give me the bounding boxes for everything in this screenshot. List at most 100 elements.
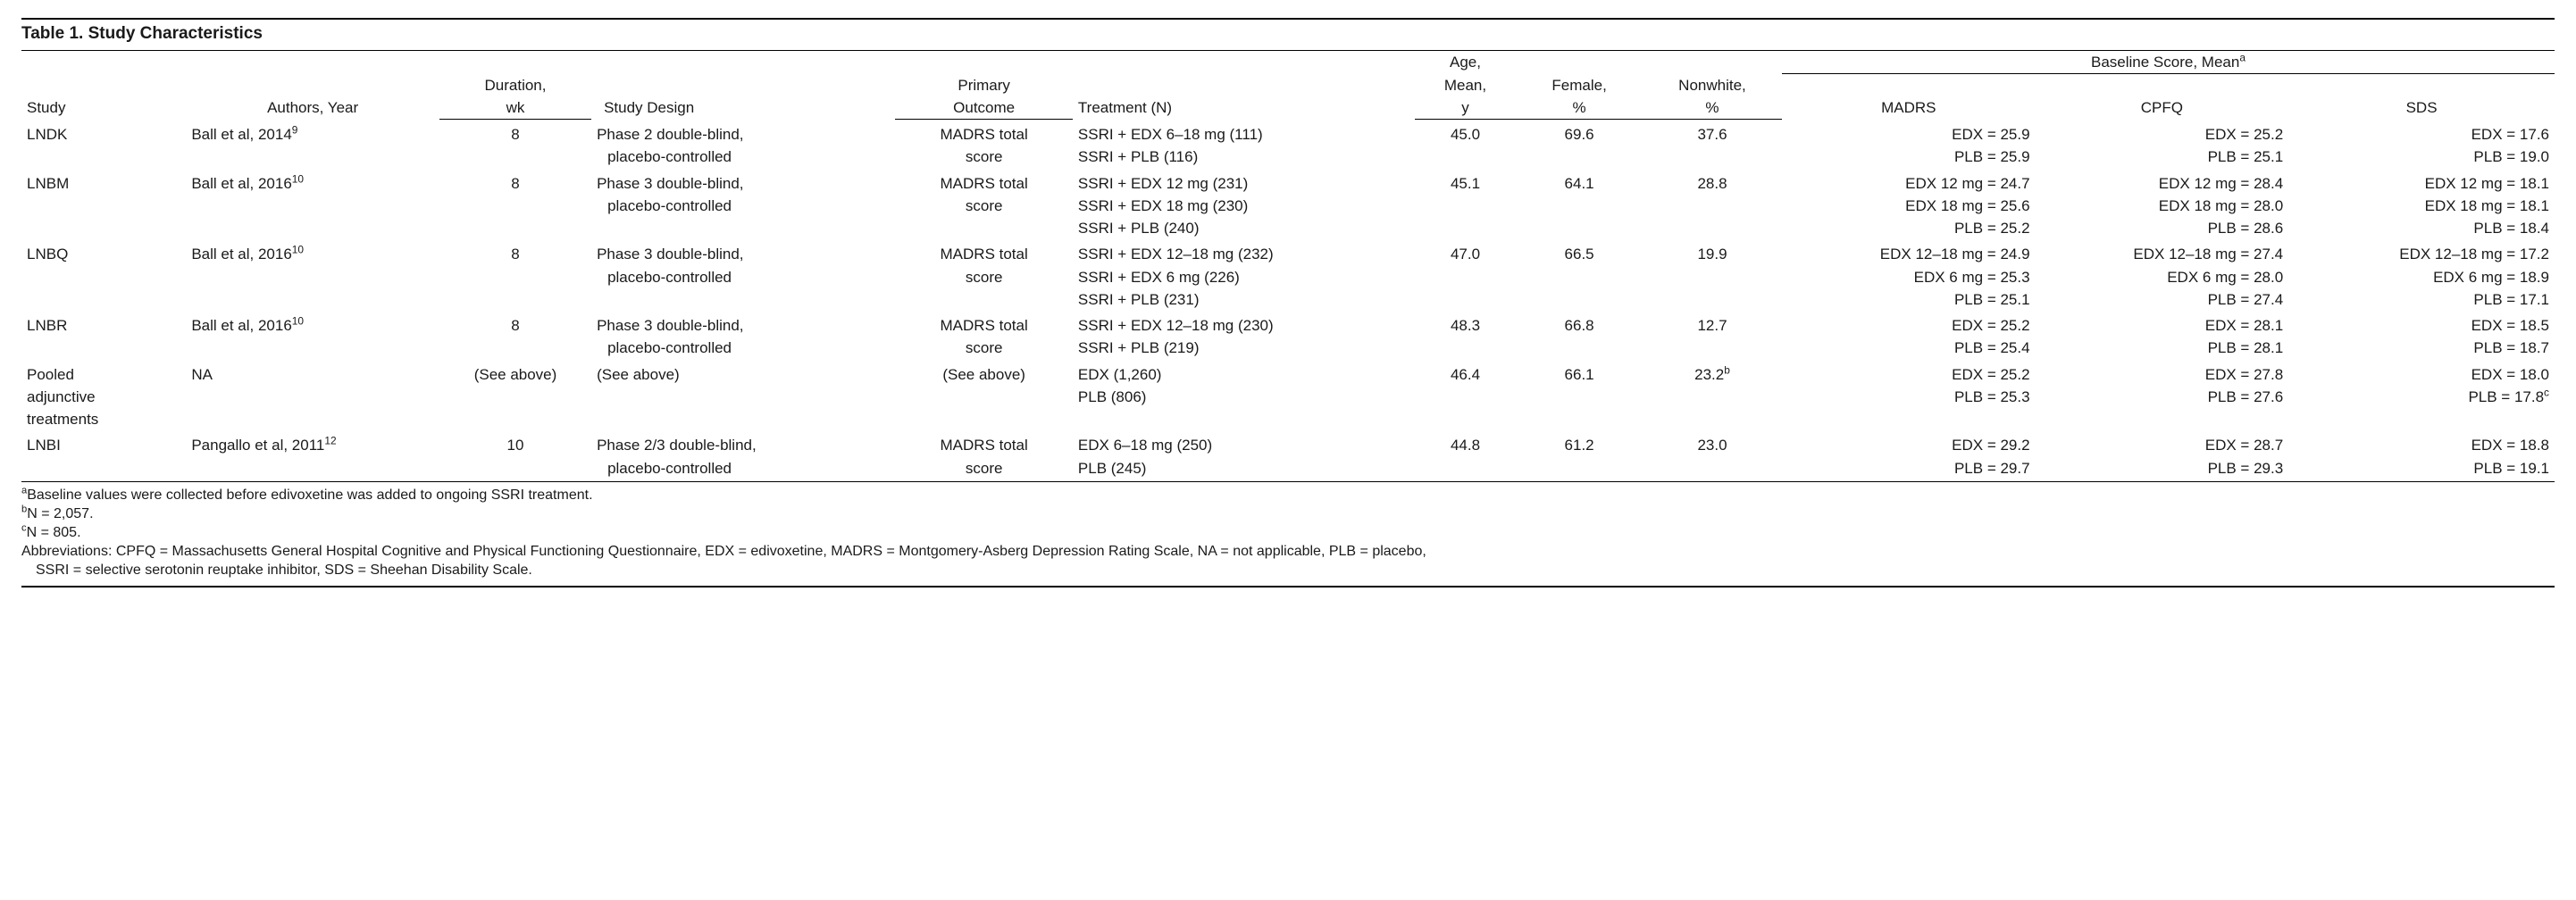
table-row: LNBIPangallo et al, 20111210Phase 2/3 do… xyxy=(21,430,2555,456)
cell-sds: EDX = 17.6 xyxy=(2288,120,2555,146)
cell-madrs: EDX 18 mg = 25.6 xyxy=(1782,195,2036,217)
cell-design: placebo-controlled xyxy=(591,195,895,217)
col-sds: SDS xyxy=(2288,74,2555,120)
table-header: Study Authors, Year Duration, Study Desi… xyxy=(21,51,2555,120)
cell-study xyxy=(21,266,186,288)
cell-madrs: EDX 6 mg = 25.3 xyxy=(1782,266,2036,288)
cell-authors xyxy=(186,288,439,311)
cell-treatment: SSRI + PLB (219) xyxy=(1073,337,1415,359)
cell-duration xyxy=(439,195,591,217)
cell-design: (See above) xyxy=(591,360,895,386)
cell-study: LNBM xyxy=(21,169,186,195)
cell-outcome: score xyxy=(895,195,1073,217)
table-body: LNDKBall et al, 201498Phase 2 double-bli… xyxy=(21,120,2555,482)
cell-age: 46.4 xyxy=(1415,360,1516,386)
footnote-abbrev-1: Abbreviations: CPFQ = Massachusetts Gene… xyxy=(21,543,2555,561)
cell-outcome: score xyxy=(895,337,1073,359)
cell-study xyxy=(21,457,186,482)
cell-study: adjunctive xyxy=(21,386,186,408)
cell-authors xyxy=(186,217,439,239)
col-duration-top: Duration, xyxy=(439,51,591,96)
cell-authors: Ball et al, 201610 xyxy=(186,239,439,265)
cell-outcome: (See above) xyxy=(895,360,1073,386)
cell-age xyxy=(1415,195,1516,217)
cell-study: LNBI xyxy=(21,430,186,456)
table-row: SSRI + PLB (240)PLB = 25.2PLB = 28.6PLB … xyxy=(21,217,2555,239)
cell-cpfq: EDX = 28.7 xyxy=(2036,430,2289,456)
cell-madrs: PLB = 29.7 xyxy=(1782,457,2036,482)
study-characteristics-table: Study Authors, Year Duration, Study Desi… xyxy=(21,51,2555,482)
cell-female xyxy=(1516,217,1643,239)
cell-madrs: EDX = 25.2 xyxy=(1782,360,2036,386)
cell-duration xyxy=(439,337,591,359)
col-study: Study xyxy=(21,51,186,120)
cell-design: Phase 2/3 double-blind, xyxy=(591,430,895,456)
cell-design: Phase 3 double-blind, xyxy=(591,311,895,337)
col-madrs: MADRS xyxy=(1782,74,2036,120)
cell-treatment: SSRI + PLB (231) xyxy=(1073,288,1415,311)
cell-outcome: score xyxy=(895,457,1073,482)
table-row: treatments xyxy=(21,408,2555,430)
cell-design: placebo-controlled xyxy=(591,457,895,482)
cell-madrs: PLB = 25.2 xyxy=(1782,217,2036,239)
cell-study: LNBR xyxy=(21,311,186,337)
cell-nonwhite xyxy=(1643,408,1782,430)
cell-authors xyxy=(186,457,439,482)
cell-treatment: SSRI + EDX 18 mg (230) xyxy=(1073,195,1415,217)
cell-duration: (See above) xyxy=(439,360,591,386)
cell-treatment: EDX 6–18 mg (250) xyxy=(1073,430,1415,456)
cell-design xyxy=(591,288,895,311)
cell-female: 66.5 xyxy=(1516,239,1643,265)
cell-treatment: SSRI + EDX 6–18 mg (111) xyxy=(1073,120,1415,146)
cell-treatment xyxy=(1073,408,1415,430)
cell-madrs: PLB = 25.3 xyxy=(1782,386,2036,408)
cell-treatment: SSRI + EDX 6 mg (226) xyxy=(1073,266,1415,288)
cell-nonwhite: 19.9 xyxy=(1643,239,1782,265)
cell-treatment: SSRI + EDX 12–18 mg (232) xyxy=(1073,239,1415,265)
cell-outcome: score xyxy=(895,146,1073,168)
cell-madrs: EDX 12–18 mg = 24.9 xyxy=(1782,239,2036,265)
cell-sds: PLB = 18.4 xyxy=(2288,217,2555,239)
cell-nonwhite: 28.8 xyxy=(1643,169,1782,195)
table-row: SSRI + PLB (231)PLB = 25.1PLB = 27.4PLB … xyxy=(21,288,2555,311)
cell-sds: EDX = 18.0 xyxy=(2288,360,2555,386)
col-age-l3: y xyxy=(1415,96,1516,120)
cell-sds: EDX 6 mg = 18.9 xyxy=(2288,266,2555,288)
cell-female xyxy=(1516,146,1643,168)
cell-treatment: EDX (1,260) xyxy=(1073,360,1415,386)
col-age-l1: Age, xyxy=(1415,51,1516,74)
cell-age xyxy=(1415,288,1516,311)
cell-sds: PLB = 17.1 xyxy=(2288,288,2555,311)
cell-outcome xyxy=(895,217,1073,239)
cell-female: 69.6 xyxy=(1516,120,1643,146)
cell-female xyxy=(1516,266,1643,288)
cell-sds xyxy=(2288,408,2555,430)
cell-study xyxy=(21,195,186,217)
cell-sds: EDX 18 mg = 18.1 xyxy=(2288,195,2555,217)
cell-treatment: SSRI + PLB (116) xyxy=(1073,146,1415,168)
footnote-abbrev-2: SSRI = selective serotonin reuptake inhi… xyxy=(21,562,2555,579)
cell-nonwhite xyxy=(1643,288,1782,311)
cell-duration: 8 xyxy=(439,239,591,265)
cell-authors: Ball et al, 201610 xyxy=(186,311,439,337)
cell-outcome: MADRS total xyxy=(895,120,1073,146)
table-row: placebo-controlledscorePLB (245)PLB = 29… xyxy=(21,457,2555,482)
cell-duration xyxy=(439,386,591,408)
col-nonwhite-bot: % xyxy=(1643,96,1782,120)
cell-study: Pooled xyxy=(21,360,186,386)
cell-female: 64.1 xyxy=(1516,169,1643,195)
cell-female xyxy=(1516,408,1643,430)
cell-design: Phase 3 double-blind, xyxy=(591,169,895,195)
col-outcome-top: Primary xyxy=(895,51,1073,96)
cell-madrs: PLB = 25.9 xyxy=(1782,146,2036,168)
cell-authors xyxy=(186,408,439,430)
table-row: LNBQBall et al, 2016108Phase 3 double-bl… xyxy=(21,239,2555,265)
col-female-top: Female, xyxy=(1516,51,1643,96)
cell-age: 47.0 xyxy=(1415,239,1516,265)
cell-cpfq: EDX 18 mg = 28.0 xyxy=(2036,195,2289,217)
cell-female: 66.8 xyxy=(1516,311,1643,337)
cell-treatment: SSRI + EDX 12–18 mg (230) xyxy=(1073,311,1415,337)
cell-duration: 8 xyxy=(439,311,591,337)
table-row: placebo-controlledscoreSSRI + PLB (219)P… xyxy=(21,337,2555,359)
cell-nonwhite xyxy=(1643,457,1782,482)
